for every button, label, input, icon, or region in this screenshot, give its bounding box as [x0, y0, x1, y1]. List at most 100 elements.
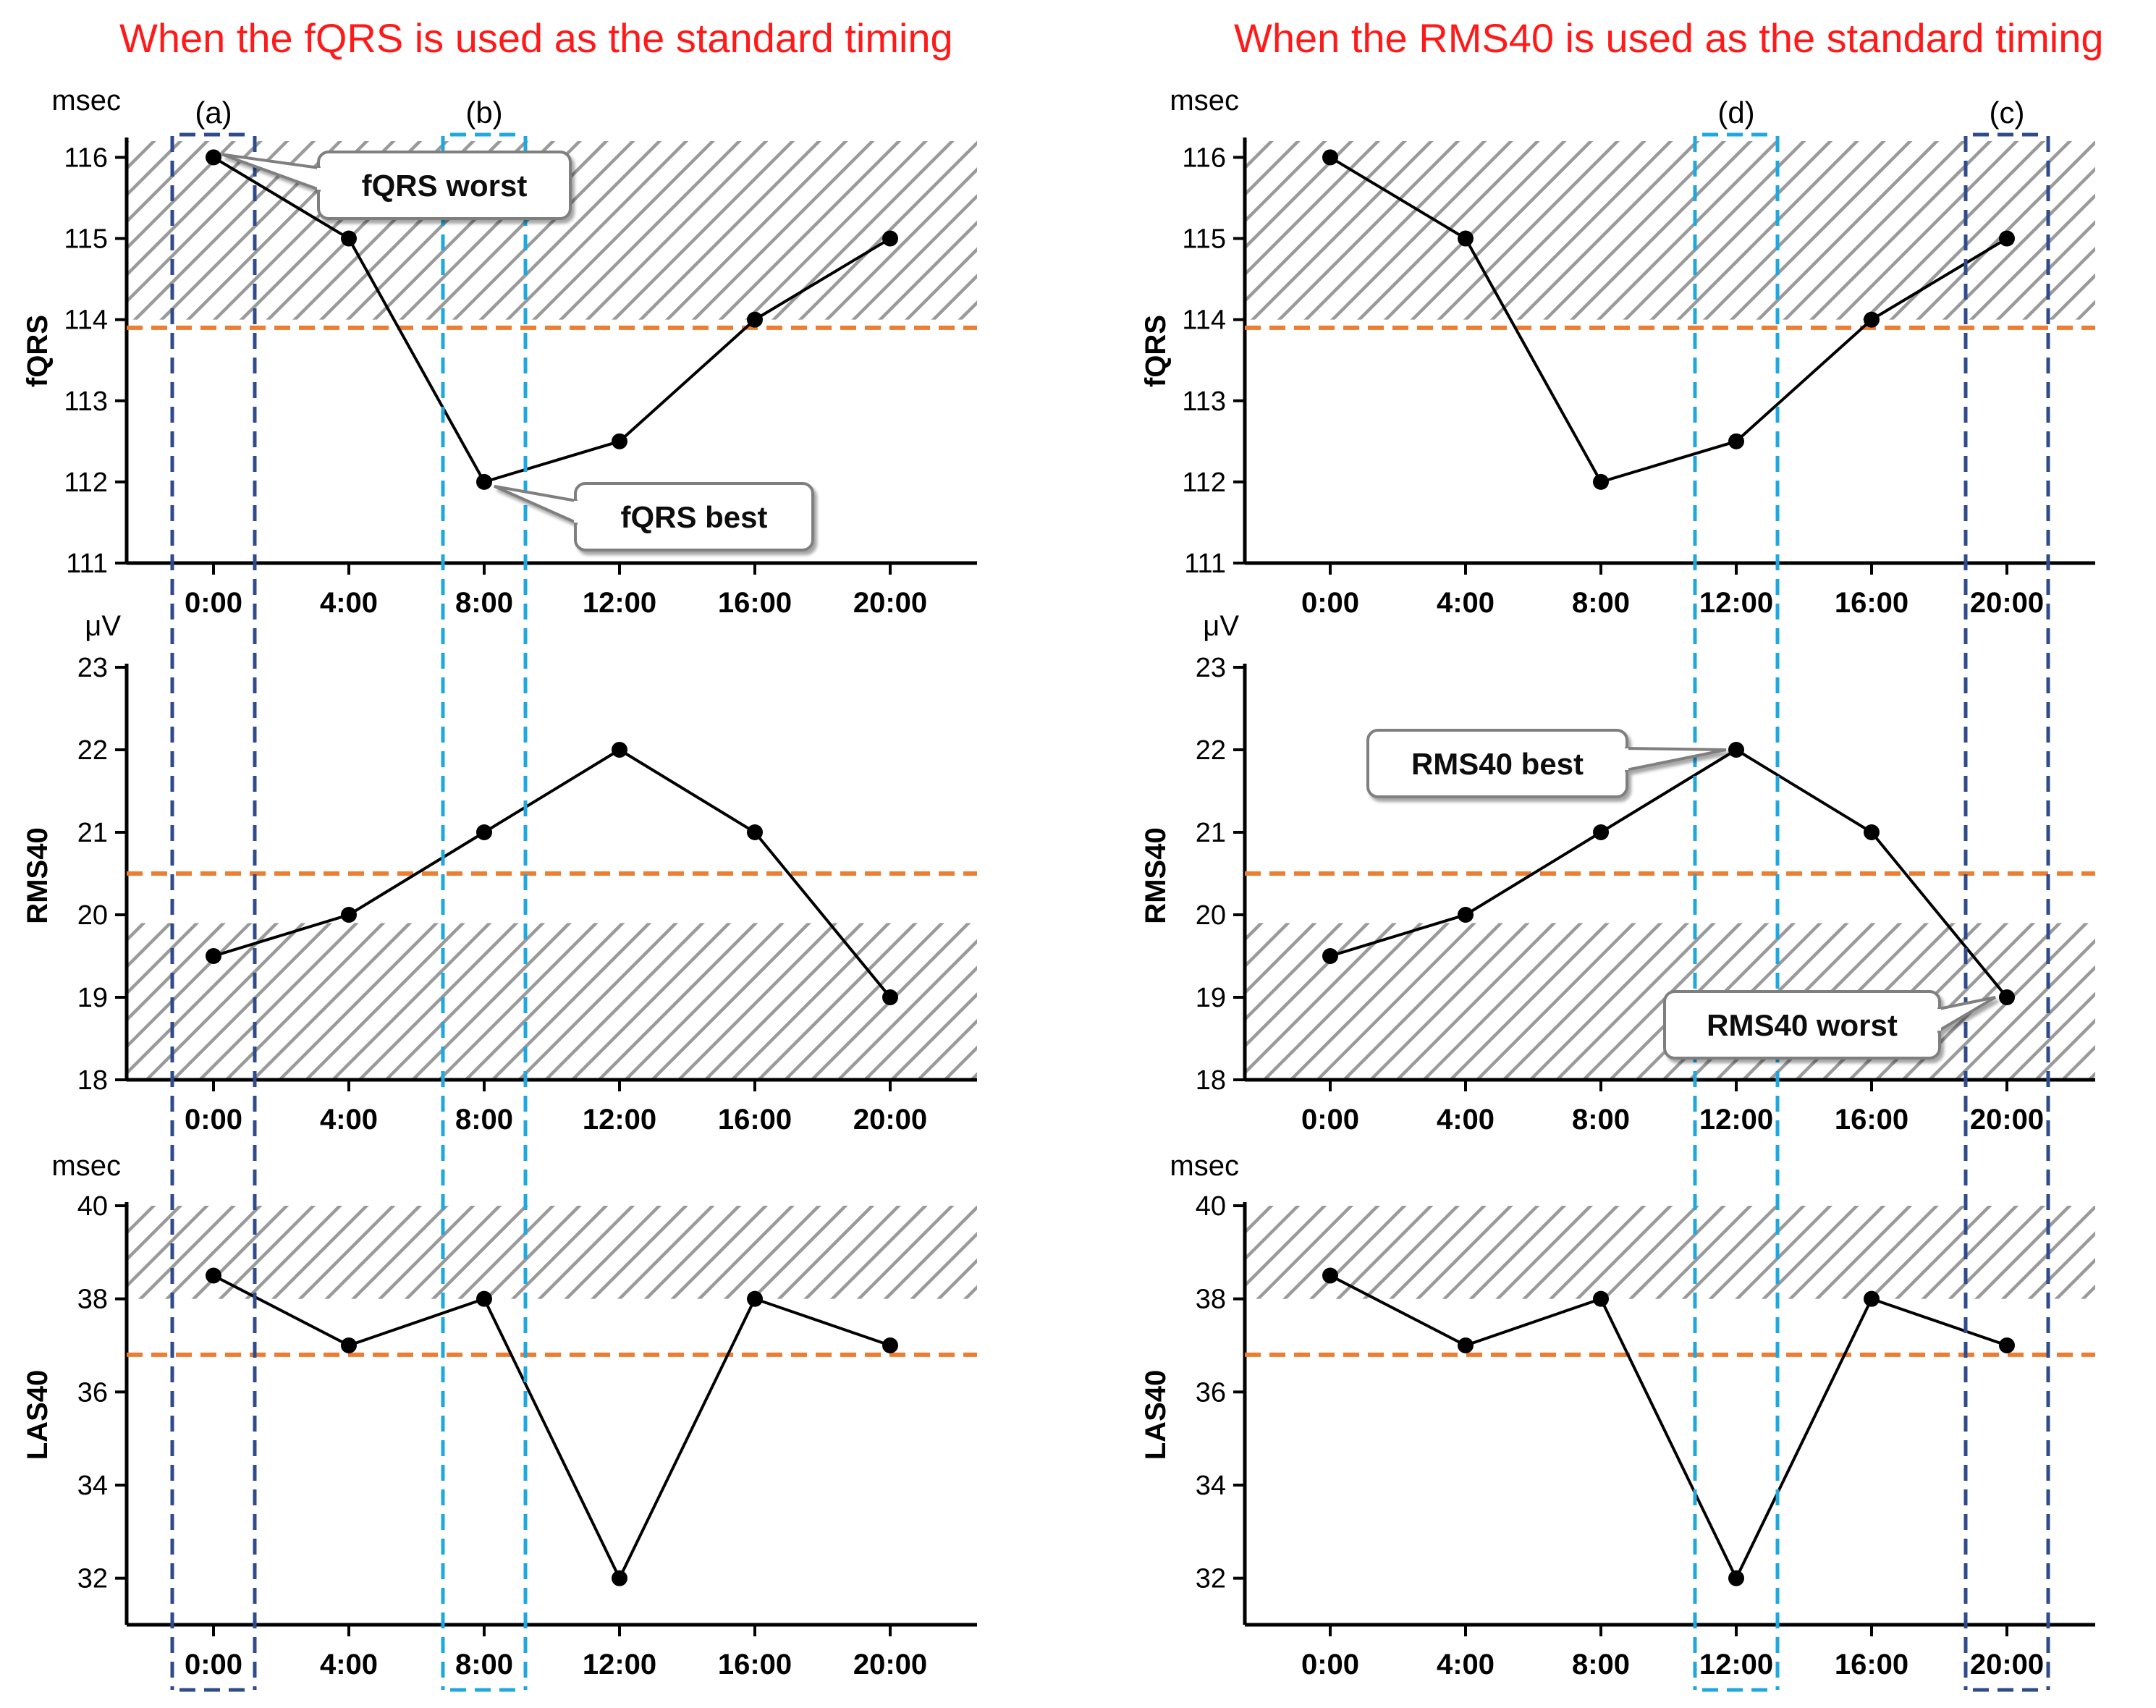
y-tick-label: 40: [1196, 1191, 1226, 1222]
x-tick-label: 20:00: [853, 1649, 927, 1680]
callout-rms40-best: RMS40 best: [1366, 729, 1727, 798]
x-tick-label: 20:00: [1970, 1649, 2044, 1680]
y-tick-label: 114: [64, 305, 108, 336]
x-tick-label: 4:00: [320, 587, 378, 619]
data-point: [612, 1570, 627, 1586]
y-tick-label: 114: [1182, 305, 1226, 336]
x-tick-label: 16:00: [1835, 1104, 1908, 1136]
x-tick-label: 12:00: [583, 1649, 656, 1680]
y-tick-label: 115: [1182, 224, 1226, 255]
x-tick-label: 12:00: [583, 587, 656, 619]
data-point: [747, 311, 763, 328]
highlight-box-c: (c): [1963, 96, 2050, 1692]
y-tick-label: 112: [64, 468, 108, 498]
x-tick-label: 16:00: [1835, 587, 1908, 619]
callout-text: fQRS best: [620, 500, 767, 534]
data-point: [476, 824, 492, 840]
y-tick-label: 22: [1196, 735, 1226, 766]
callout-fqrs-best: fQRS best: [494, 482, 814, 551]
data-point: [341, 1337, 357, 1353]
data-point: [1322, 1267, 1338, 1284]
x-tick-label: 12:00: [1699, 1104, 1773, 1136]
data-point: [206, 149, 221, 166]
x-tick-label: 0:00: [185, 1649, 242, 1680]
callout-rms40-worst: RMS40 worst: [1663, 990, 1997, 1060]
data-point: [476, 1290, 492, 1307]
y-tick-label: 22: [77, 735, 108, 766]
y-tick-label: 113: [1182, 386, 1226, 417]
x-tick-label: 8:00: [1572, 1649, 1630, 1680]
y-unit-label: μV: [1203, 610, 1239, 642]
callout-pointer: [494, 484, 578, 525]
y-tick-label: 116: [1182, 143, 1226, 173]
y-tick-label: 40: [77, 1191, 108, 1222]
data-point: [1458, 1337, 1474, 1353]
y-tick-label: 32: [1196, 1564, 1226, 1594]
x-tick-label: 8:00: [455, 1104, 513, 1136]
y-unit-label: msec: [51, 1150, 121, 1182]
data-point: [882, 230, 898, 247]
y-tick-label: 34: [77, 1471, 108, 1501]
y-axis-label: RMS40: [22, 827, 54, 923]
x-tick-label: 20:00: [1970, 1104, 2044, 1136]
highlight-box-b: (b): [441, 96, 528, 1692]
y-unit-label: msec: [51, 85, 121, 117]
data-point: [1322, 948, 1338, 964]
x-tick-label: 16:00: [718, 1104, 792, 1136]
chart-left-las40: 32 34 36 38 40 0:00 4:00 8:00 12:00 16:00 20:00 mse…: [22, 1150, 977, 1680]
data-point: [206, 948, 221, 964]
x-tick-label: 4:00: [320, 1104, 378, 1136]
y-unit-label: μV: [85, 610, 121, 642]
data-point: [1322, 149, 1338, 166]
box-label: (a): [195, 96, 232, 130]
y-axis-label: RMS40: [1140, 827, 1172, 923]
x-tick-label: 8:00: [1572, 1104, 1630, 1136]
x-tick-label: 4:00: [1437, 1649, 1495, 1680]
callout-text: RMS40 best: [1411, 747, 1584, 781]
data-point: [1728, 742, 1744, 758]
chart-left-rms40: 18 19 20 21 22 23 0:00 4:00 8:00 12:00 16:00 20:00 μ…: [22, 610, 977, 1136]
chart-right-fqrs: 111 112 113 114 115 116 0:00 4:00 8:00 12:00 16:00…: [1140, 85, 2095, 619]
shaded-range: [1245, 1206, 2095, 1299]
y-unit-label: msec: [1170, 1150, 1239, 1182]
x-tick-label: 0:00: [1301, 1649, 1359, 1680]
x-tick-label: 12:00: [1699, 587, 1773, 619]
data-point: [1458, 230, 1474, 247]
y-axis-label: fQRS: [22, 315, 54, 387]
y-tick-label: 32: [77, 1564, 108, 1594]
series-line: [213, 1274, 891, 1582]
y-tick-label: 36: [77, 1377, 108, 1408]
x-tick-label: 20:00: [853, 1104, 927, 1136]
data-point: [206, 1267, 221, 1284]
data-point: [1728, 1570, 1744, 1586]
data-point: [1999, 230, 2015, 247]
data-point: [747, 1290, 763, 1307]
x-tick-label: 4:00: [320, 1649, 378, 1680]
data-point: [882, 1337, 898, 1353]
data-point: [1593, 1290, 1609, 1307]
x-tick-label: 12:00: [583, 1104, 656, 1136]
series-line: [1329, 748, 2008, 999]
shaded-range: [1245, 141, 2095, 320]
y-tick-label: 34: [1196, 1471, 1226, 1501]
box-label: (c): [1990, 96, 2025, 130]
data-point: [1864, 1290, 1880, 1307]
x-tick-label: 16:00: [718, 1649, 792, 1680]
data-point: [1999, 1337, 2015, 1353]
x-tick-label: 12:00: [1699, 1649, 1773, 1680]
y-tick-label: 19: [1196, 983, 1226, 1013]
callout-fqrs-worst: fQRS worst: [221, 151, 572, 220]
y-tick-label: 23: [77, 653, 108, 683]
data-point: [1458, 907, 1474, 923]
x-tick-label: 16:00: [718, 587, 792, 619]
callout-text: fQRS worst: [362, 169, 528, 203]
box-label: (d): [1717, 96, 1754, 130]
data-point: [747, 824, 763, 840]
data-point: [1728, 433, 1744, 449]
data-point: [1593, 824, 1609, 840]
y-tick-label: 23: [1196, 653, 1226, 683]
x-tick-label: 16:00: [1835, 1649, 1908, 1680]
x-tick-label: 0:00: [185, 587, 242, 619]
left-panel-title: When the fQRS is used as the standard ti…: [119, 15, 953, 61]
